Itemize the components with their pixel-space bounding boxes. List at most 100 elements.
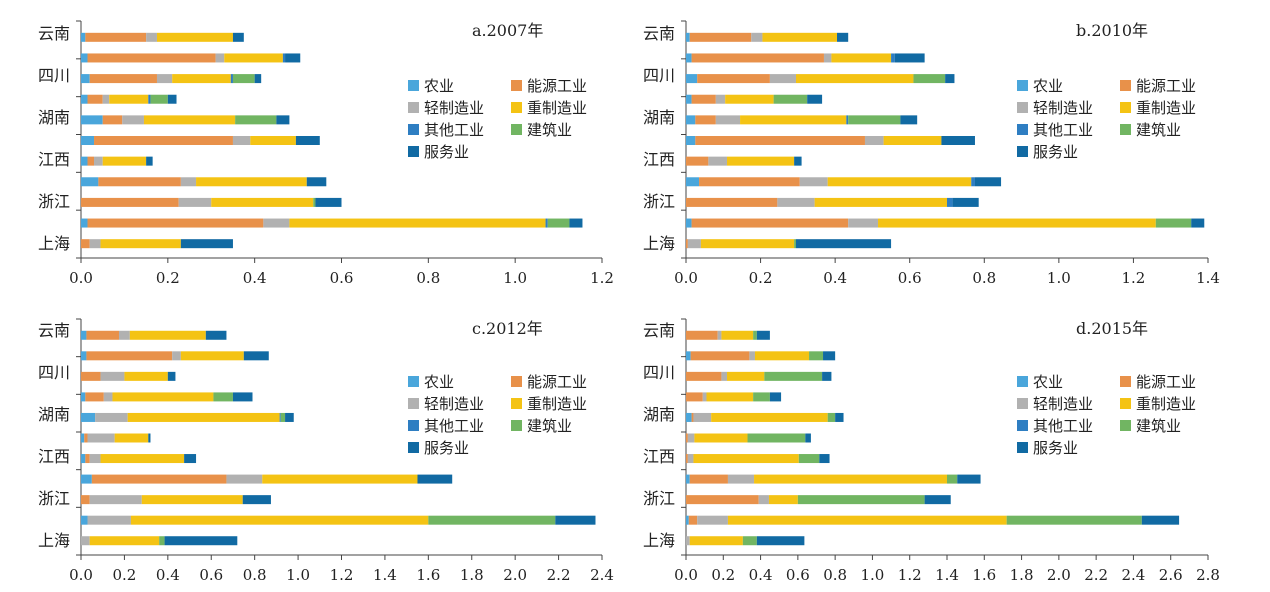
x-tick-label: 0.2 xyxy=(749,269,773,287)
legend-label: 轻制造业 xyxy=(1033,99,1093,117)
category-label: 浙江 xyxy=(643,489,675,508)
bar-segment xyxy=(913,74,946,84)
bar-segment xyxy=(777,197,815,207)
bar-segment xyxy=(81,218,88,228)
bar-segment xyxy=(143,115,236,125)
bar-segment xyxy=(1006,515,1142,525)
bar-segment xyxy=(146,32,157,42)
bar-segment xyxy=(87,218,264,228)
bar-segment xyxy=(702,392,707,402)
bar-segment xyxy=(232,74,255,84)
bar-segment xyxy=(686,454,688,464)
bar-segment xyxy=(81,115,103,125)
x-tick-label: 0.6 xyxy=(898,269,922,287)
bar-segment xyxy=(900,115,918,125)
bar-segment xyxy=(81,454,86,464)
legend-swatch xyxy=(408,124,419,135)
bar-segment xyxy=(81,412,96,422)
bar-segment xyxy=(686,156,709,166)
legend-label: 服务业 xyxy=(1033,439,1078,457)
category-label: 四川 xyxy=(643,66,675,85)
category-label: 江西 xyxy=(38,447,70,466)
legend-swatch xyxy=(1017,420,1028,431)
bar-segment xyxy=(941,136,975,145)
legend-label: 能源工业 xyxy=(1136,373,1196,391)
legend-swatch xyxy=(408,102,419,113)
legend-label: 能源工业 xyxy=(527,373,587,391)
bar-segment xyxy=(81,136,95,145)
bar-segment xyxy=(686,536,690,546)
legend-label: 服务业 xyxy=(424,143,469,161)
bar-segment xyxy=(691,94,716,104)
bar-segment xyxy=(688,515,698,525)
x-tick-label: 1.6 xyxy=(416,566,440,584)
bar-segment xyxy=(727,515,1007,525)
legend-label: 建筑业 xyxy=(527,417,572,435)
bar-segment xyxy=(794,239,796,249)
bar-segment xyxy=(686,218,692,228)
bar-segment xyxy=(184,454,197,464)
x-tick-label: 0.4 xyxy=(749,566,773,584)
x-tick-label: 0.0 xyxy=(674,566,698,584)
x-tick-label: 0.2 xyxy=(156,269,180,287)
bar-segment xyxy=(693,412,712,422)
bar-segment xyxy=(262,474,418,484)
bar-segment xyxy=(89,74,157,84)
bar-segment xyxy=(417,474,453,484)
legend-swatch xyxy=(408,398,419,409)
legend-label: 建筑业 xyxy=(527,121,572,139)
bar-segment xyxy=(795,239,892,249)
bar-segment xyxy=(172,74,231,84)
bar-segment xyxy=(81,371,101,381)
bar-segment xyxy=(232,392,253,402)
bar-segment xyxy=(686,412,692,422)
bar-segment xyxy=(686,433,688,443)
legend-swatch xyxy=(511,80,522,91)
bar-segment xyxy=(894,53,925,63)
bar-segment xyxy=(263,218,290,228)
bar-segment xyxy=(114,433,149,443)
category-label: 云南 xyxy=(38,321,70,340)
bar-segment xyxy=(230,74,233,84)
x-tick-label: 1.8 xyxy=(460,566,484,584)
x-tick-label: 2.0 xyxy=(503,566,527,584)
bar-segment xyxy=(306,177,327,187)
bar-segment xyxy=(686,53,692,63)
bar-segment xyxy=(758,495,769,505)
legend-swatch xyxy=(1120,124,1131,135)
bar-segment xyxy=(814,197,947,207)
bar-segment xyxy=(795,74,914,84)
legend-swatch xyxy=(1120,102,1131,113)
legend-swatch xyxy=(408,420,419,431)
bar-segment xyxy=(749,351,755,361)
x-tick-label: 1.4 xyxy=(935,566,959,584)
category-label: 浙江 xyxy=(38,192,70,211)
bar-segment xyxy=(547,218,570,228)
chart-title: a.2007年 xyxy=(472,21,543,40)
bar-segment xyxy=(697,515,728,525)
bar-segment xyxy=(686,371,722,381)
bar-segment xyxy=(687,454,694,464)
category-label: 江西 xyxy=(643,150,675,169)
bar-segment xyxy=(768,495,798,505)
bar-segment xyxy=(569,218,583,228)
x-tick-label: 0.4 xyxy=(243,269,267,287)
bar-segment xyxy=(118,330,130,340)
legend-label: 其他工业 xyxy=(424,121,484,139)
bar-segment xyxy=(167,371,176,381)
bar-segment xyxy=(686,197,778,207)
bar-segment xyxy=(146,156,153,166)
bar-segment xyxy=(764,371,823,381)
x-tick-label: 1.2 xyxy=(590,269,614,287)
bar-segment xyxy=(1155,218,1192,228)
bar-segment xyxy=(686,474,690,484)
bar-segment xyxy=(180,351,244,361)
bar-segment xyxy=(957,474,981,484)
bar-segment xyxy=(706,392,754,402)
bar-segment xyxy=(232,32,244,42)
bar-segment xyxy=(172,351,181,361)
legend-label: 能源工业 xyxy=(527,77,587,95)
bar-segment xyxy=(81,330,87,340)
